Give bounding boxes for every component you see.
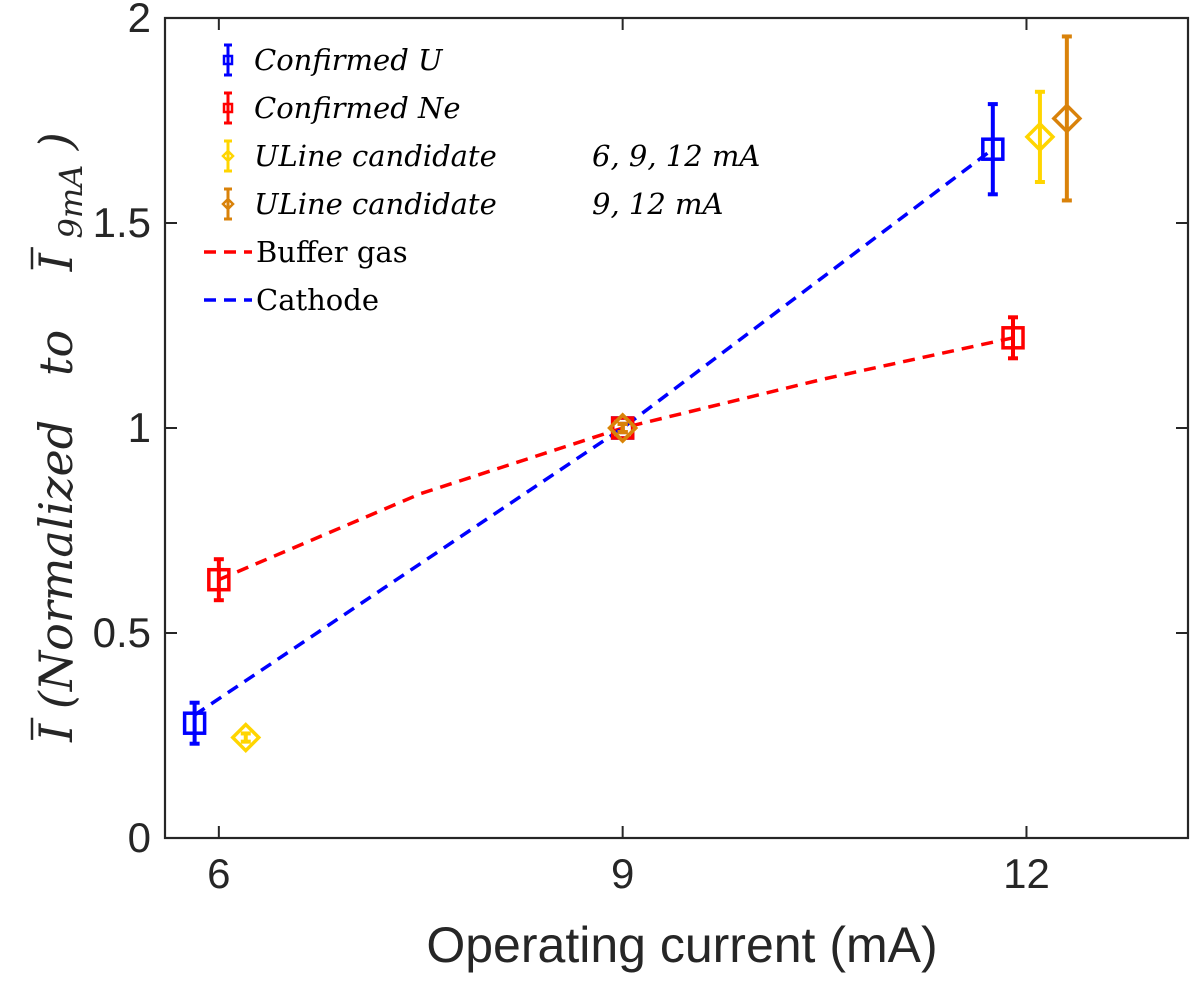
legend-label: ULine candidate	[254, 139, 497, 173]
legend-label-suffix: 9, 12 mA	[592, 187, 723, 221]
data-point-series-0	[182, 700, 207, 746]
data-point-series-2	[1024, 89, 1056, 184]
square-marker	[1001, 326, 1025, 350]
diamond-marker	[1051, 102, 1083, 134]
legend-diamond-marker	[221, 197, 235, 211]
y-tick-label: 1.5	[93, 199, 151, 246]
legend-entry: Confirmed Ne	[222, 91, 461, 125]
legend: Confirmed U Confirmed Ne ULine candidate 6,…	[204, 43, 760, 317]
x-tick-label: 12	[1003, 850, 1050, 897]
series-line-cathode	[193, 147, 994, 717]
y-axis-title-main: I	[29, 723, 83, 743]
y-axis-title-close: )	[29, 132, 83, 151]
diamond-marker	[1024, 121, 1056, 153]
legend-label: Buffer gas	[256, 235, 408, 269]
legend-entry: Buffer gas	[204, 235, 408, 269]
legend-entry: ULine candidate 6, 9, 12 mA	[221, 139, 760, 173]
legend-label: Confirmed U	[254, 43, 444, 77]
data-point-series-0	[981, 102, 1005, 197]
data-point-series-1	[1001, 315, 1025, 361]
y-tick-label: 0	[128, 814, 151, 861]
legend-entry: ULine candidate 9, 12 mA	[221, 187, 723, 221]
y-axis-title-subscript: 9mA	[52, 165, 90, 239]
data-point-series-2	[230, 722, 262, 754]
legend-entry: Cathode	[204, 283, 379, 317]
y-tick-label: 0.5	[93, 609, 151, 656]
square-marker	[207, 567, 231, 592]
legend-diamond-marker	[221, 149, 235, 163]
diamond-marker	[230, 722, 262, 754]
y-axis-title: I (Normalized to I 9mA )	[29, 132, 93, 743]
data-point-series-3	[607, 412, 639, 444]
axes: 6 9 12 0 0.5 1 1.5 2	[93, 0, 1190, 897]
legend-label: Confirmed Ne	[254, 91, 461, 125]
legend-square-marker	[222, 54, 234, 66]
x-axis-title: Operating current (mA)	[426, 917, 937, 973]
legend-label: Cathode	[256, 283, 379, 317]
legend-label-suffix: 6, 9, 12 mA	[592, 139, 760, 173]
legend-label: ULine candidate	[254, 187, 497, 221]
x-tick-label: 6	[207, 850, 230, 897]
diamond-marker	[607, 412, 639, 444]
square-marker	[981, 137, 1005, 161]
data-point-series-3	[1051, 34, 1083, 203]
data-point-series-1	[207, 557, 231, 603]
square-marker	[610, 416, 635, 440]
y-tick-label: 1	[128, 404, 151, 451]
plot-area	[182, 34, 1083, 754]
legend-entry: Confirmed U	[222, 43, 444, 77]
legend-square-marker	[222, 102, 234, 114]
y-axis-title-bar: I	[29, 252, 83, 272]
y-tick-label: 2	[128, 0, 151, 41]
series-line-buffer-gas	[218, 336, 1014, 582]
x-tick-label: 9	[611, 850, 634, 897]
y-axis-title-middle: (Normalized to	[29, 286, 83, 709]
svg-text:I (Normalized to: I (Normalized to I 9mA )	[29, 132, 93, 743]
square-marker	[182, 711, 207, 735]
